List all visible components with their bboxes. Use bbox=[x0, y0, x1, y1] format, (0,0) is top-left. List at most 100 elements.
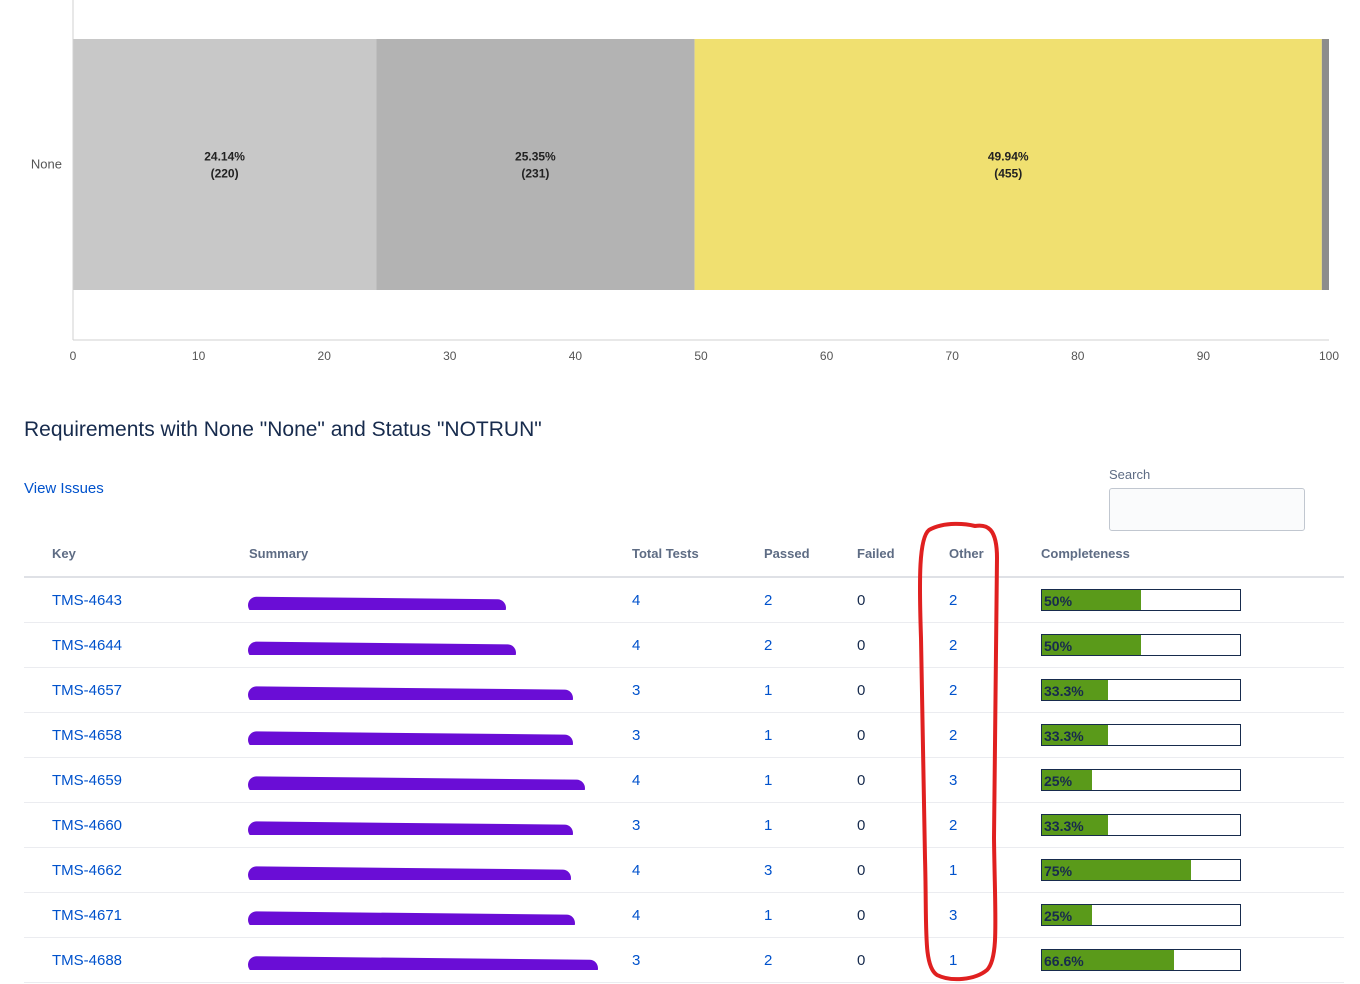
x-tick-label: 0 bbox=[70, 349, 77, 363]
completeness-label: 50% bbox=[1044, 593, 1073, 609]
issue-key-link[interactable]: TMS-4657 bbox=[52, 682, 123, 699]
issue-key-link[interactable]: TMS-4644 bbox=[52, 637, 123, 654]
completeness-fill bbox=[1042, 635, 1141, 655]
redaction-scribble bbox=[248, 596, 506, 610]
header-other[interactable]: Other bbox=[949, 546, 984, 561]
other-link[interactable]: 3 bbox=[949, 907, 958, 924]
header-failed[interactable]: Failed bbox=[857, 546, 895, 561]
other-link[interactable]: 2 bbox=[949, 592, 958, 609]
issue-key-link[interactable]: TMS-4671 bbox=[52, 907, 123, 924]
total-tests-link[interactable]: 4 bbox=[632, 907, 641, 924]
total-tests-link[interactable]: 4 bbox=[632, 592, 641, 609]
x-tick-label: 10 bbox=[192, 349, 206, 363]
total-tests-link[interactable]: 3 bbox=[632, 952, 641, 969]
completeness-label: 33.3% bbox=[1044, 728, 1084, 744]
passed-link[interactable]: 2 bbox=[764, 637, 773, 654]
other-link[interactable]: 1 bbox=[949, 952, 958, 969]
passed-link[interactable]: 2 bbox=[764, 592, 773, 609]
passed-link[interactable]: 1 bbox=[764, 772, 773, 789]
completeness-fill bbox=[1042, 590, 1141, 610]
issue-key-link[interactable]: TMS-4658 bbox=[52, 727, 123, 744]
bar-data-label: 24.14% (220) bbox=[204, 150, 245, 181]
passed-link[interactable]: 1 bbox=[764, 727, 773, 744]
header-passed[interactable]: Passed bbox=[764, 546, 810, 561]
summary-redacted[interactable] bbox=[248, 590, 506, 610]
other-link[interactable]: 2 bbox=[949, 682, 958, 699]
search-input[interactable] bbox=[1109, 488, 1305, 531]
issue-key-link[interactable]: TMS-4660 bbox=[52, 817, 123, 834]
completeness-fill bbox=[1042, 770, 1092, 790]
x-tick-label: 70 bbox=[946, 349, 960, 363]
completeness-bar: 25% bbox=[1041, 769, 1241, 791]
data-label-line: (231) bbox=[521, 167, 549, 181]
summary-redacted[interactable] bbox=[248, 905, 575, 925]
issue-key-link[interactable]: TMS-4662 bbox=[52, 862, 123, 879]
header-key[interactable]: Key bbox=[52, 546, 76, 561]
failed-value: 0 bbox=[857, 817, 866, 834]
summary-redacted[interactable] bbox=[248, 860, 571, 880]
category-label: None bbox=[31, 157, 62, 172]
table-row: TMS-4688 3 2 0 1 66.6% bbox=[24, 938, 1344, 983]
passed-link[interactable]: 2 bbox=[764, 952, 773, 969]
total-tests-link[interactable]: 3 bbox=[632, 727, 641, 744]
x-tick-label: 90 bbox=[1197, 349, 1211, 363]
total-tests-link[interactable]: 4 bbox=[632, 862, 641, 879]
bar-segment-0[interactable] bbox=[73, 39, 377, 290]
completeness-label: 25% bbox=[1044, 908, 1073, 924]
table-row: TMS-4657 3 1 0 2 33.3% bbox=[24, 668, 1344, 713]
issue-key-link[interactable]: TMS-4688 bbox=[52, 952, 123, 969]
completeness-bar: 25% bbox=[1041, 904, 1241, 926]
bar-segment-2[interactable] bbox=[694, 39, 1322, 290]
table-row: TMS-4658 3 1 0 2 33.3% bbox=[24, 713, 1344, 758]
failed-value: 0 bbox=[857, 727, 866, 744]
summary-redacted[interactable] bbox=[248, 815, 573, 835]
summary-redacted[interactable] bbox=[248, 680, 573, 700]
other-link[interactable]: 2 bbox=[949, 637, 958, 654]
view-issues-link[interactable]: View Issues bbox=[24, 480, 104, 497]
other-link[interactable]: 3 bbox=[949, 772, 958, 789]
issue-key-link[interactable]: TMS-4643 bbox=[52, 592, 123, 609]
x-tick-label: 50 bbox=[694, 349, 708, 363]
failed-value: 0 bbox=[857, 952, 866, 969]
chart-axes: None 0 10 20 30 40 50 60 70 80 90 100 bbox=[31, 0, 1339, 363]
passed-link[interactable]: 1 bbox=[764, 907, 773, 924]
total-tests-link[interactable]: 3 bbox=[632, 682, 641, 699]
stacked-bar-chart: 24.14% (220) 25.35% (231) 49.94% (455) None 0 1… bbox=[31, 0, 1339, 363]
redaction-scribble bbox=[248, 641, 516, 655]
bar-segment-3[interactable] bbox=[1321, 39, 1329, 290]
completeness-fill bbox=[1042, 860, 1191, 880]
data-label-line: 24.14% bbox=[204, 150, 245, 164]
total-tests-link[interactable]: 4 bbox=[632, 772, 641, 789]
bar-segment-1[interactable] bbox=[376, 39, 695, 290]
failed-value: 0 bbox=[857, 907, 866, 924]
summary-redacted[interactable] bbox=[248, 725, 573, 745]
header-total-tests[interactable]: Total Tests bbox=[632, 546, 699, 561]
summary-redacted[interactable] bbox=[248, 770, 585, 790]
summary-redacted[interactable] bbox=[248, 635, 516, 655]
data-label-line: (220) bbox=[211, 167, 239, 181]
header-summary[interactable]: Summary bbox=[249, 546, 309, 561]
redaction-scribble bbox=[248, 956, 598, 970]
total-tests-link[interactable]: 4 bbox=[632, 637, 641, 654]
other-link[interactable]: 2 bbox=[949, 727, 958, 744]
completeness-fill bbox=[1042, 905, 1092, 925]
passed-link[interactable]: 1 bbox=[764, 817, 773, 834]
other-link[interactable]: 2 bbox=[949, 817, 958, 834]
data-label-line: (455) bbox=[994, 167, 1022, 181]
redaction-scribble bbox=[248, 776, 585, 790]
total-tests-link[interactable]: 3 bbox=[632, 817, 641, 834]
failed-value: 0 bbox=[857, 637, 866, 654]
passed-link[interactable]: 1 bbox=[764, 682, 773, 699]
passed-link[interactable]: 3 bbox=[764, 862, 773, 879]
x-tick-label: 60 bbox=[820, 349, 834, 363]
header-completeness[interactable]: Completeness bbox=[1041, 546, 1130, 561]
completeness-bar: 33.3% bbox=[1041, 724, 1241, 746]
other-link[interactable]: 1 bbox=[949, 862, 958, 879]
failed-value: 0 bbox=[857, 862, 866, 879]
summary-redacted[interactable] bbox=[248, 950, 598, 970]
table-row: TMS-4659 4 1 0 3 25% bbox=[24, 758, 1344, 803]
table-row: TMS-4671 4 1 0 3 25% bbox=[24, 893, 1344, 938]
table-row: TMS-4643 4 2 0 2 50% bbox=[24, 578, 1344, 623]
issue-key-link[interactable]: TMS-4659 bbox=[52, 772, 123, 789]
completeness-label: 50% bbox=[1044, 638, 1073, 654]
